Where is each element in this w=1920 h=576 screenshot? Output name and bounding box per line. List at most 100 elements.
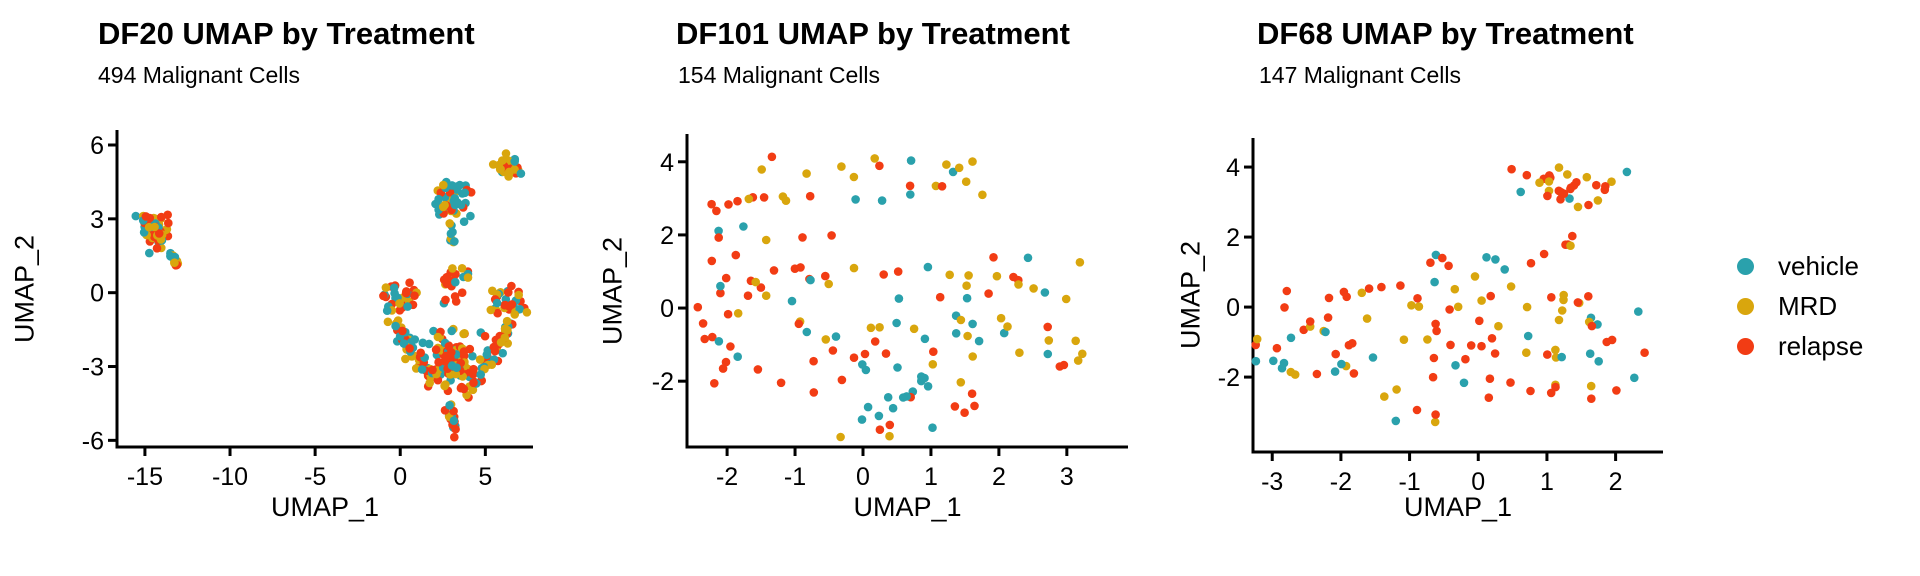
scatter-point [851, 195, 860, 204]
scatter-point [857, 415, 867, 424]
scatter-point [1572, 178, 1581, 187]
scatter-point [439, 180, 448, 190]
scatter-point [488, 160, 498, 169]
scatter-point [487, 360, 497, 370]
y-tick-label: -2 [652, 368, 674, 396]
scatter-point [1487, 334, 1497, 343]
scatter-point [1557, 352, 1566, 362]
scatter-point [1522, 348, 1531, 358]
scatter-point [1559, 189, 1569, 198]
scatter-point [970, 401, 979, 411]
scatter-point [504, 288, 513, 297]
panel-1-xaxis-title: UMAP_1 [270, 492, 380, 522]
scatter-point [1272, 343, 1282, 353]
scatter-point [733, 309, 743, 318]
x-tick-label: 1 [924, 463, 938, 491]
scatter-point [1602, 337, 1611, 347]
scatter-point [798, 233, 807, 242]
legend-label-relapse: relapse [1778, 331, 1864, 361]
panel-1-subtitle: 494 Malignant Cells [98, 62, 301, 88]
scatter-point [1450, 284, 1460, 294]
scatter-point [1544, 177, 1554, 186]
scatter-point [1587, 394, 1596, 404]
y-tick-label: 3 [90, 206, 104, 234]
scatter-point [131, 211, 141, 221]
scatter-point [827, 231, 836, 240]
scatter-point [757, 165, 766, 174]
x-tick-label: -2 [716, 463, 738, 491]
scatter-point [507, 281, 516, 291]
scatter-point [1593, 196, 1603, 205]
scatter-point [883, 393, 893, 402]
scatter-point [942, 160, 951, 169]
scatter-point [935, 292, 945, 302]
scatter-point [761, 235, 771, 245]
scatter-point [395, 299, 404, 308]
x-tick-label: -15 [127, 463, 163, 491]
scatter-point [498, 156, 507, 165]
scatter-point [451, 369, 461, 379]
scatter-point [1392, 385, 1401, 394]
scatter-point [1461, 354, 1470, 364]
scatter-point [821, 335, 831, 344]
scatter-point [909, 324, 919, 334]
scatter-point [503, 325, 512, 335]
scatter-point [416, 348, 426, 358]
scatter-point [1380, 392, 1389, 401]
scatter-point [1407, 301, 1416, 310]
scatter-point [870, 154, 879, 163]
scatter-point [1412, 405, 1422, 415]
scatter-point [866, 323, 876, 333]
scatter-point [751, 277, 760, 287]
scatter-point [434, 357, 443, 367]
x-tick-label: -5 [304, 463, 326, 491]
scatter-point [154, 229, 164, 238]
scatter-point [849, 353, 859, 363]
scatter-point [496, 165, 506, 174]
scatter-point [446, 229, 456, 238]
scatter-point [145, 248, 154, 258]
panel-3-subtitle: 147 Malignant Cells [1259, 62, 1462, 88]
scatter-point [498, 348, 508, 358]
x-tick-label: -2 [1330, 468, 1352, 496]
scatter-point [453, 198, 462, 207]
scatter-point [978, 190, 987, 200]
x-tick-label: -3 [1261, 468, 1283, 496]
scatter-point [381, 283, 391, 292]
scatter-point [984, 289, 993, 298]
scatter-point [875, 323, 884, 332]
legend-item-relapse: relapse [1737, 326, 1863, 366]
y-tick-label: -3 [82, 354, 104, 382]
scatter-point [469, 364, 478, 374]
scatter-point [1391, 416, 1401, 426]
scatter-point [805, 191, 815, 201]
scatter-point [920, 373, 929, 383]
scatter-point [960, 408, 969, 418]
scatter-point [1506, 282, 1516, 291]
scatter-point [1622, 167, 1632, 177]
scatter-point [923, 382, 933, 391]
scatter-point [708, 332, 717, 342]
scatter-point [1044, 336, 1054, 345]
scatter-point [1009, 272, 1018, 282]
scatter-point [457, 288, 467, 298]
scatter-point [1566, 241, 1575, 250]
scatter-point [166, 252, 175, 261]
relapse-dot-icon [1737, 337, 1754, 355]
scatter-point [1486, 291, 1495, 301]
scatter-point [1477, 296, 1486, 305]
scatter-point [759, 193, 769, 202]
scatter-point [906, 156, 916, 165]
scatter-point [963, 331, 972, 341]
scatter-point [1551, 345, 1560, 355]
scatter-point [1323, 313, 1333, 322]
scatter-point [776, 378, 786, 388]
scatter-point [417, 365, 427, 374]
scatter-point [1563, 170, 1572, 179]
scatter-point [860, 349, 870, 359]
scatter-point [945, 270, 954, 280]
scatter-point [1482, 252, 1491, 262]
scatter-point [1568, 231, 1577, 241]
scatter-point [1445, 305, 1454, 314]
scatter-point [920, 334, 930, 344]
